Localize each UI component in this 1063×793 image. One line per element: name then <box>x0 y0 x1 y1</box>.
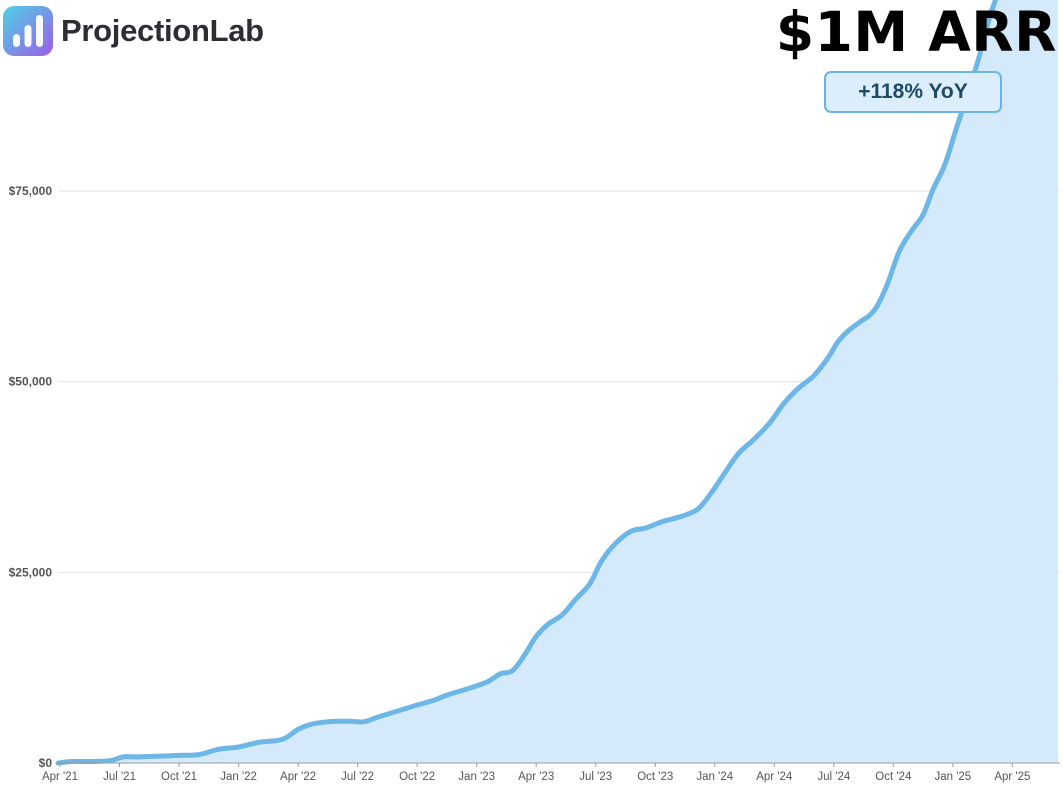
x-tick-label: Jul '23 <box>579 771 612 783</box>
x-tick-label: Oct '24 <box>875 771 912 783</box>
brand-header: ProjectionLab <box>3 5 264 57</box>
y-tick-label: $75,000 <box>9 184 53 198</box>
yoy-growth-badge: +118% YoY <box>824 71 1002 113</box>
axis-layer: $0 $25,000 $50,000 $75,000 Apr '21 Jul '21 Oct… <box>9 184 1060 783</box>
x-tick-label: Jul '22 <box>341 771 374 783</box>
x-tick-label: Apr '21 <box>42 771 78 783</box>
y-tick-label: $0 <box>39 756 53 770</box>
y-tick-label: $25,000 <box>9 565 53 579</box>
x-tick-label: Jan '22 <box>220 771 257 783</box>
y-tick-label: $50,000 <box>9 375 53 389</box>
series-area-fill <box>58 0 1058 763</box>
x-tick-label: Oct '21 <box>161 771 197 783</box>
x-tick-label: Jul '21 <box>103 771 136 783</box>
x-tick-label: Apr '25 <box>994 771 1030 783</box>
x-tick-label: Oct '23 <box>637 771 673 783</box>
x-tick-label: Jul '24 <box>817 771 850 783</box>
x-tick-label: Apr '24 <box>756 771 793 783</box>
x-tick-label: Jan '25 <box>934 771 971 783</box>
brand-name: ProjectionLab <box>61 13 264 48</box>
x-tick-label: Apr '22 <box>280 771 316 783</box>
series-line <box>55 0 999 766</box>
x-tick-label: Jan '23 <box>458 771 495 783</box>
x-tick-label: Oct '22 <box>399 771 435 783</box>
bar-chart-logo-icon <box>3 6 53 56</box>
x-tick-label: Apr '23 <box>518 771 554 783</box>
area-layer <box>55 0 1058 766</box>
chart-title: $1M ARR <box>775 0 1057 64</box>
x-tick-label: Jan '24 <box>696 771 733 783</box>
